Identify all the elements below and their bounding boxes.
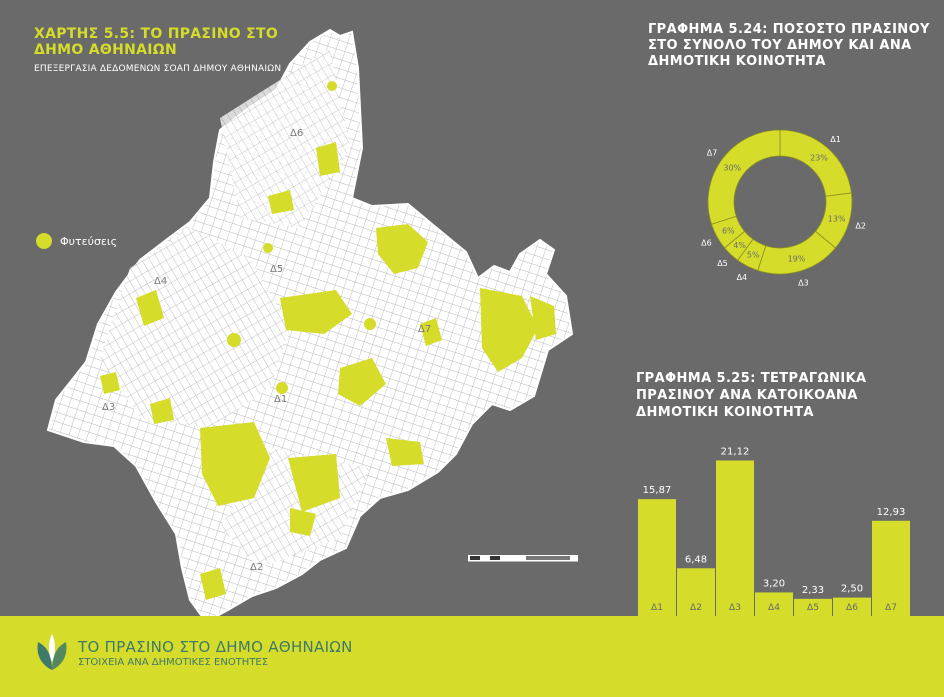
bar-chart-title: ΓΡΑΦΗΜΑ 5.25: ΤΕΤΡΑΓΩΝΙΚΑ ΠΡΑΣΙΝΟΥ ΑΝΑ Κ…	[636, 371, 867, 420]
map-district-label: Δ6	[290, 128, 303, 139]
athens-map: Δ1 Δ2 Δ3 Δ4 Δ5 Δ6 Δ7	[46, 28, 574, 623]
donut-category-label: Δ6	[701, 238, 712, 247]
donut-category-label: Δ1	[830, 135, 841, 144]
donut-category-label: Δ4	[737, 273, 748, 282]
map-district-label: Δ4	[154, 276, 167, 287]
footer-band	[0, 616, 944, 697]
bar	[677, 568, 715, 616]
bar-value-label: 15,87	[643, 485, 672, 496]
donut-value-label: 4%	[733, 241, 746, 250]
donut-chart-title: ΓΡΑΦΗΜΑ 5.24: ΠΟΣΟΣΤΟ ΠΡΑΣΙΝΟΥ ΣΤΟ ΣΥΝΟΛ…	[648, 22, 930, 69]
donut-value-label: 23%	[810, 154, 828, 163]
donut-value-label: 19%	[788, 255, 806, 264]
donut-category-label: Δ2	[855, 221, 866, 230]
scale-bar	[468, 555, 578, 562]
map-title: ΧΑΡΤΗΣ 5.5: ΤΟ ΠΡΑΣΙΝΟ ΣΤΟ ΔΗΜΟ ΑΘΗΝΑΙΩΝ	[34, 26, 279, 58]
bar-category-label: Δ5	[807, 603, 819, 613]
bar	[716, 460, 754, 616]
bar-category-label: Δ7	[885, 603, 897, 613]
donut-chart: 23% Δ1 13% Δ2 19% Δ3 5% Δ4 4% Δ5 6% Δ6 30% Δ7	[701, 129, 866, 288]
green-areas	[100, 81, 556, 600]
bar	[755, 592, 793, 616]
donut-value-label: 5%	[747, 251, 760, 260]
bar-chart: 15,87 6,48 21,12 3,20 2,33 2,50 12,93	[638, 446, 910, 616]
footer-title: ΤΟ ΠΡΑΣΙΝΟ ΣΤΟ ΔΗΜΟ ΑΘΗΝΑΙΩΝ	[78, 638, 353, 656]
donut-category-label: Δ3	[798, 279, 809, 288]
donut-category-label: Δ7	[707, 149, 718, 158]
bar-value-label: 3,20	[763, 578, 785, 589]
bar	[872, 520, 910, 616]
legend-swatch-icon	[36, 233, 52, 249]
legend-label: Φυτεύσεις	[60, 234, 118, 248]
map-district-label: Δ1	[274, 394, 287, 405]
bar-category-label: Δ6	[846, 603, 858, 613]
donut-category-label: Δ5	[717, 259, 728, 268]
donut-value-label: 30%	[723, 163, 741, 172]
bar-value-label: 2,50	[841, 584, 863, 595]
map-district-label: Δ7	[418, 324, 431, 335]
bar-value-label: 12,93	[877, 507, 906, 518]
bar-category-label: Δ1	[651, 603, 663, 613]
donut-value-label: 6%	[722, 226, 735, 235]
donut-slice	[707, 129, 781, 225]
bar-category-label: Δ4	[768, 603, 780, 613]
bar	[833, 597, 871, 616]
leaf-icon	[37, 634, 67, 670]
footer-subtitle: ΣΤΟΙΧΕΙΑ ΑΝΑ ΔΗΜΟΤΙΚΕΣ ΕΝΟΤΗΤΕΣ	[78, 657, 269, 668]
map-subtitle: ΕΠΕΞΕΡΓΑΣΙΑ ΔΕΔΟΜΕΝΩΝ ΣΟΑΠ ΔΗΜΟΥ ΑΘΗΝΑΙΩ…	[34, 64, 282, 74]
bar-value-label: 6,48	[685, 554, 707, 565]
bar	[638, 499, 676, 616]
bar	[794, 598, 832, 616]
bar-value-label: 21,12	[721, 446, 750, 457]
bar-value-label: 2,33	[802, 585, 824, 596]
map-legend: Φυτεύσεις	[36, 233, 117, 249]
map-district-label: Δ2	[250, 562, 263, 573]
bar-category-label: Δ3	[729, 603, 741, 613]
donut-value-label: 13%	[828, 214, 846, 223]
bar-category-label: Δ2	[690, 603, 702, 613]
map-district-label: Δ3	[102, 402, 115, 413]
bar-category-axis: Δ1 Δ2 Δ3 Δ4 Δ5 Δ6 Δ7	[651, 603, 897, 613]
map-district-label: Δ5	[270, 264, 283, 275]
